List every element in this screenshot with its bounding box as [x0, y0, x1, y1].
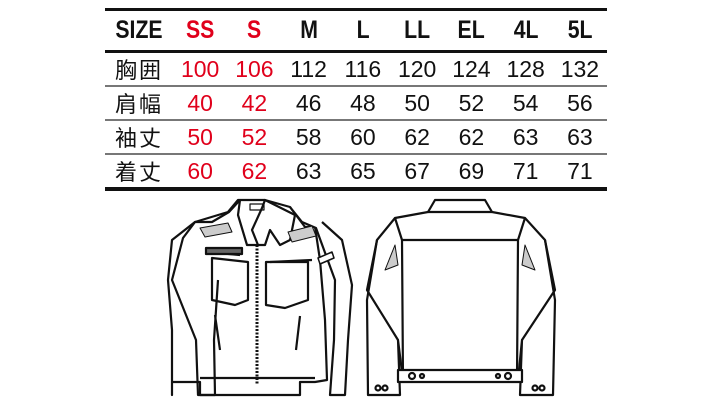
size-value-cell: 40	[187, 89, 213, 116]
size-value-cell: 63	[512, 123, 539, 150]
size-value-cell: 120	[397, 55, 437, 82]
row-label: 肩幅	[114, 93, 163, 118]
size-value-cell: 67	[404, 157, 430, 184]
row-label: 袖丈	[114, 127, 163, 152]
size-value-cell: 112	[290, 55, 327, 82]
size-value-cell: 116	[344, 55, 382, 82]
size-value-cell: 69	[458, 157, 485, 184]
size-header-label: SIZE	[115, 16, 163, 44]
size-value-cell: 54	[512, 89, 539, 116]
size-4l: 4L	[513, 16, 539, 44]
size-row-sleeve: 袖丈 50 52 58 60 62 62 63 63	[105, 120, 607, 154]
size-value-cell: 124	[452, 55, 491, 82]
size-value-cell: 62	[404, 123, 430, 150]
size-row-length: 着丈 60 62 63 65 67 69 71 71	[105, 154, 607, 189]
size-value-cell: 71	[512, 157, 539, 184]
size-value-cell: 42	[241, 89, 268, 116]
size-value-cell: 65	[350, 157, 376, 184]
size-value-cell: 60	[187, 157, 213, 184]
size-el: EL	[457, 16, 485, 44]
size-value-cell: 50	[187, 123, 213, 150]
size-value-cell: 50	[404, 89, 430, 116]
size-ss: SS	[185, 16, 215, 44]
size-value-cell: 56	[567, 89, 593, 116]
size-value-cell: 100	[180, 55, 220, 82]
size-value-cell: 48	[350, 89, 376, 116]
size-table: SIZE SS S M L LL EL 4L 5L 胸囲 100 106 112 116…	[105, 8, 607, 191]
size-value-cell: 106	[235, 55, 274, 82]
size-5l: 5L	[567, 16, 593, 44]
size-value-cell: 52	[458, 89, 485, 116]
size-value-cell: 58	[295, 123, 322, 150]
size-value-cell: 63	[295, 157, 322, 184]
size-value-cell: 132	[560, 55, 600, 82]
size-value-cell: 46	[295, 89, 322, 116]
size-row-shoulder: 肩幅 40 42 46 48 50 52 54 56	[105, 86, 607, 120]
size-ll: LL	[404, 16, 431, 44]
size-value-cell: 60	[350, 123, 376, 150]
size-value-cell: 71	[567, 157, 593, 184]
size-value-cell: 128	[506, 55, 545, 82]
size-value-cell: 52	[241, 123, 268, 150]
size-s: S	[247, 16, 262, 44]
size-row-chest: 胸囲 100 106 112 116 120 124 128 132	[105, 52, 607, 86]
size-value-cell: 63	[567, 123, 593, 150]
jacket-back-illustration	[365, 198, 557, 397]
size-value-cell: 62	[458, 123, 485, 150]
size-m: M	[299, 16, 318, 44]
jacket-front-illustration	[166, 198, 354, 397]
jacket-illustrations	[166, 198, 557, 397]
size-value-cell: 62	[241, 157, 268, 184]
row-label: 着丈	[114, 161, 163, 186]
size-header-row: SIZE SS S M L LL EL 4L 5L	[105, 9, 607, 52]
row-label: 胸囲	[114, 59, 163, 84]
size-l: L	[356, 16, 370, 44]
